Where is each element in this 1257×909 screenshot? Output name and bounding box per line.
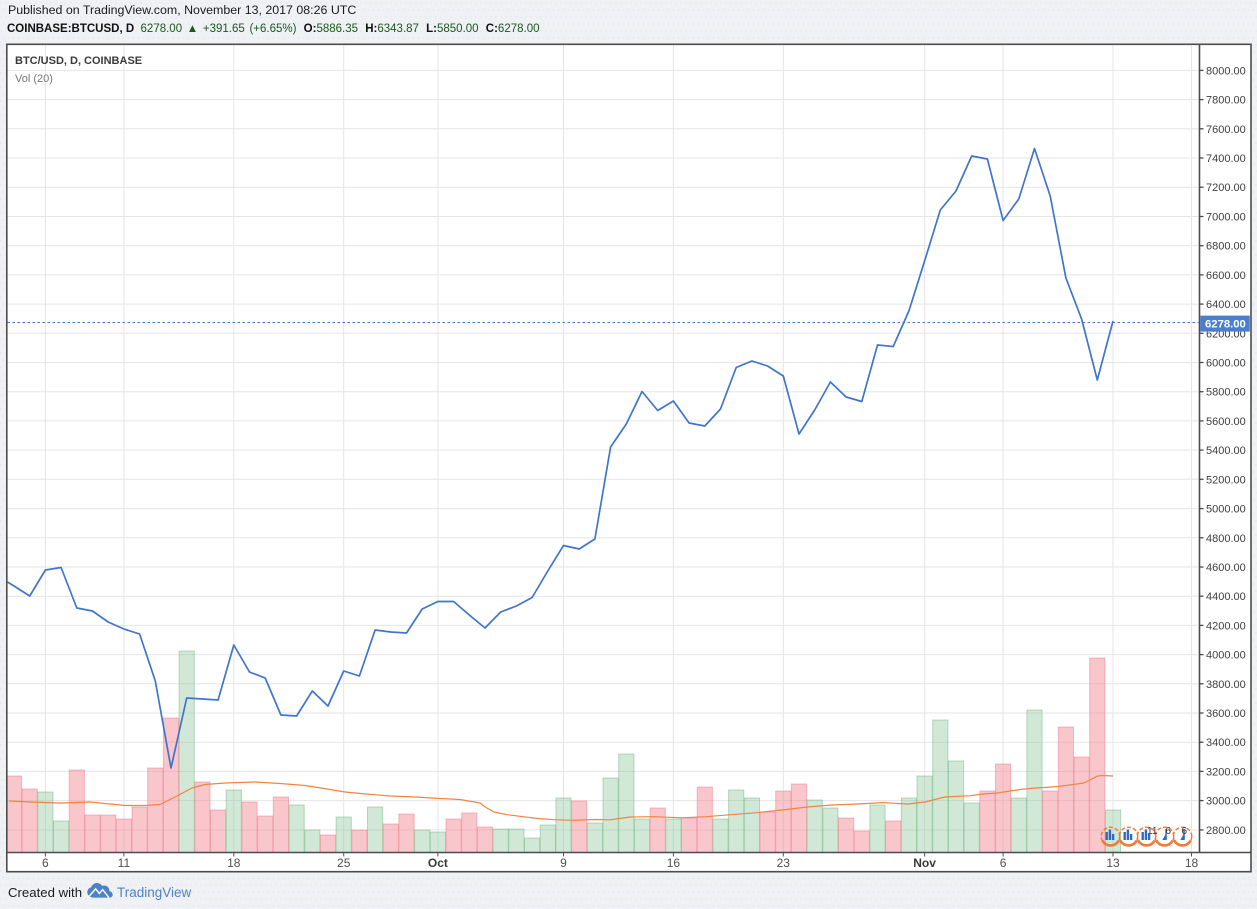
svg-text:6278.00: 6278.00 bbox=[1205, 319, 1246, 331]
svg-text:2800.00: 2800.00 bbox=[1206, 825, 1246, 837]
svg-text:13: 13 bbox=[1106, 856, 1120, 870]
svg-text:9: 9 bbox=[560, 856, 567, 870]
svg-text:4000.00: 4000.00 bbox=[1206, 650, 1246, 662]
svg-text:3200.00: 3200.00 bbox=[1206, 766, 1246, 778]
svg-text:23: 23 bbox=[777, 856, 791, 870]
svg-text:11: 11 bbox=[1147, 826, 1158, 837]
svg-text:Nov: Nov bbox=[913, 856, 936, 870]
svg-text:4200.00: 4200.00 bbox=[1206, 620, 1246, 632]
svg-text:3800.00: 3800.00 bbox=[1206, 679, 1246, 691]
svg-text:5200.00: 5200.00 bbox=[1206, 474, 1246, 486]
svg-text:3600.00: 3600.00 bbox=[1206, 708, 1246, 720]
svg-text:Oct: Oct bbox=[428, 856, 448, 870]
svg-text:7200.00: 7200.00 bbox=[1206, 182, 1246, 194]
svg-text:4400.00: 4400.00 bbox=[1206, 591, 1246, 603]
svg-text:BTC/USD, D, COINBASE: BTC/USD, D, COINBASE bbox=[15, 55, 142, 67]
svg-text:5400.00: 5400.00 bbox=[1206, 445, 1246, 457]
svg-text:4800.00: 4800.00 bbox=[1206, 533, 1246, 545]
svg-text:6400.00: 6400.00 bbox=[1206, 299, 1246, 311]
svg-text:6: 6 bbox=[1166, 826, 1172, 837]
svg-text:6600.00: 6600.00 bbox=[1206, 270, 1246, 282]
svg-text:25: 25 bbox=[337, 856, 351, 870]
svg-text:3400.00: 3400.00 bbox=[1206, 737, 1246, 749]
svg-text:7800.00: 7800.00 bbox=[1206, 95, 1246, 107]
svg-text:16: 16 bbox=[667, 856, 681, 870]
svg-text:6: 6 bbox=[1000, 856, 1007, 870]
svg-text:18: 18 bbox=[227, 856, 241, 870]
svg-text:6: 6 bbox=[42, 856, 49, 870]
svg-text:7000.00: 7000.00 bbox=[1206, 212, 1246, 224]
svg-text:5800.00: 5800.00 bbox=[1206, 387, 1246, 399]
svg-text:6800.00: 6800.00 bbox=[1206, 241, 1246, 253]
svg-text:7400.00: 7400.00 bbox=[1206, 153, 1246, 165]
svg-text:4600.00: 4600.00 bbox=[1206, 562, 1246, 574]
svg-text:7600.00: 7600.00 bbox=[1206, 124, 1246, 136]
svg-text:6: 6 bbox=[1182, 826, 1188, 837]
svg-text:11: 11 bbox=[118, 856, 131, 870]
svg-text:3000.00: 3000.00 bbox=[1206, 796, 1246, 808]
svg-text:18: 18 bbox=[1185, 856, 1199, 870]
svg-text:Vol (20): Vol (20) bbox=[15, 73, 53, 85]
svg-text:8000.00: 8000.00 bbox=[1206, 65, 1246, 77]
svg-text:6000.00: 6000.00 bbox=[1206, 358, 1246, 370]
svg-text:5000.00: 5000.00 bbox=[1206, 504, 1246, 516]
svg-text:5600.00: 5600.00 bbox=[1206, 416, 1246, 428]
